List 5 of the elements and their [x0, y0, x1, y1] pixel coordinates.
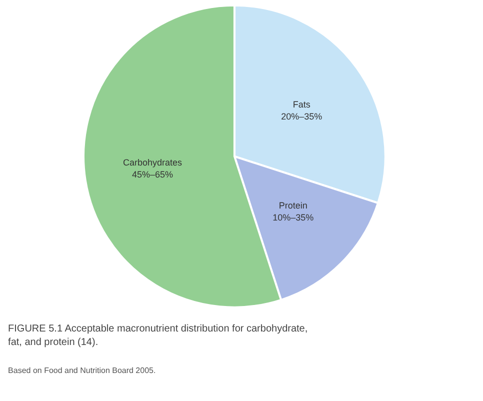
- text: FIGURE 5.1 Acceptable macronutrient distribution for carbohydrate, fat, and protein (14).: [8, 324, 308, 348]
- slice-label: Carbohydrates 45%–65%: [122, 158, 182, 180]
- text: Based on Food and Nutrition Board 2005.: [8, 366, 156, 376]
- slice-label: Protein 10%–35%: [272, 200, 314, 222]
- slice-label: Fats 20%–35%: [281, 100, 322, 122]
